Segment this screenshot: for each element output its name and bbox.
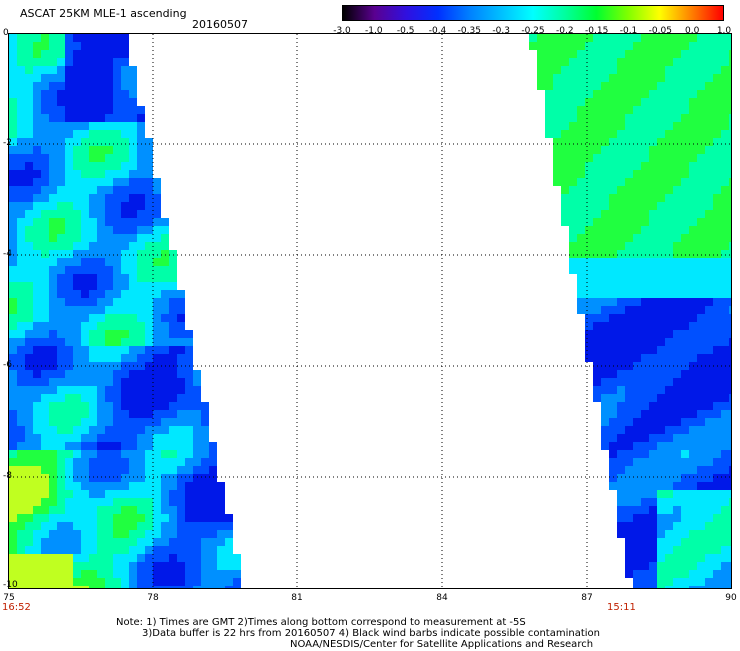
colorbar-tick-11: 0.0 (684, 26, 700, 36)
colorbar (342, 5, 724, 21)
footnote-line-2: 3)Data buffer is 22 hrs from 20160507 4)… (142, 628, 600, 639)
x-label-90: 90 (725, 593, 737, 603)
left-swath (9, 34, 241, 588)
x-label-78: 78 (147, 593, 159, 603)
right-swath (529, 34, 731, 588)
colorbar-tick-4: -0.35 (457, 26, 481, 36)
colorbar-tick-1: -1.0 (365, 26, 383, 36)
colorbar-tick-7: -0.2 (556, 26, 574, 36)
y-label-10s: -10 (3, 580, 18, 590)
map-plot-area (8, 33, 732, 589)
colorbar-tick-6: -0.25 (521, 26, 545, 36)
x-label-75: 75 (3, 593, 15, 603)
footnote-line-1: Note: 1) Times are GMT 2)Times along bot… (116, 617, 526, 628)
colorbar-tick-9: -0.1 (619, 26, 638, 36)
colorbar-tick-2: -0.5 (396, 26, 415, 36)
colorbar-tick-3: -0.4 (428, 26, 447, 36)
map-title: ASCAT 25KM MLE-1 ascending (20, 7, 187, 20)
x-label-81: 81 (291, 593, 303, 603)
x-label-84: 84 (436, 593, 448, 603)
colorbar-tick-5: -0.3 (492, 26, 510, 36)
y-label-2s: -2 (3, 138, 12, 148)
left-pass-time: 16:52 (2, 602, 31, 613)
map-date: 20160507 (192, 18, 248, 31)
x-label-87: 87 (581, 593, 593, 603)
y-label-8s: -8 (3, 471, 12, 481)
footnote-line-3: NOAA/NESDIS/Center for Satellite Applica… (290, 639, 594, 650)
y-label-4s: -4 (3, 249, 12, 259)
colorbar-tick-12: 1.0 (716, 26, 732, 36)
right-pass-time: 15:11 (607, 602, 636, 613)
y-label-6s: -6 (3, 360, 12, 370)
colorbar-tick-10: -0.05 (648, 26, 672, 36)
swath-map (9, 34, 731, 588)
colorbar-tick-8: -0.15 (585, 26, 609, 36)
colorbar-tick-labels: -3.0 -1.0 -0.5 -0.4 -0.35 -0.3 -0.25 -0.2 -0.15-… (330, 26, 732, 38)
colorbar-tick-0: -3.0 (333, 26, 351, 36)
y-label-0: 0 (3, 28, 9, 38)
